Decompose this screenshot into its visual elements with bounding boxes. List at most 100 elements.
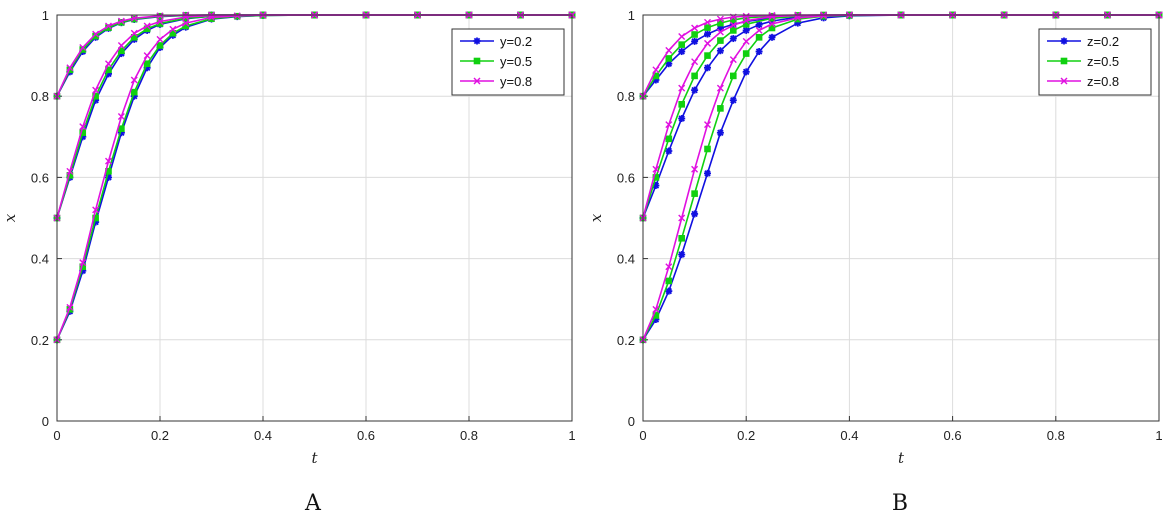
x-tick-label: 0.6: [944, 428, 962, 443]
data-point: [704, 145, 711, 153]
data-point: [716, 28, 724, 36]
data-point: [729, 21, 737, 29]
data-point: [742, 37, 750, 45]
y-tick-label: 0.8: [617, 89, 635, 104]
legend-label: z=0.5: [1087, 54, 1119, 69]
data-point: [704, 18, 711, 26]
x-tick-label: 0.2: [737, 428, 755, 443]
data-point: [730, 72, 737, 80]
data-point: [79, 259, 87, 267]
data-point: [755, 48, 763, 56]
data-point: [652, 305, 660, 313]
data-point: [665, 147, 673, 155]
data-point: [755, 26, 763, 34]
data-point: [768, 33, 776, 41]
data-point: [92, 30, 100, 38]
y-tick-label: 0.4: [617, 252, 635, 267]
data-point: [169, 29, 177, 37]
data-point: [665, 55, 673, 62]
data-point: [665, 121, 673, 129]
data-point: [717, 105, 724, 112]
data-point: [691, 86, 699, 94]
legend-marker: [473, 57, 481, 65]
legend-marker: [473, 77, 481, 85]
data-point: [143, 52, 151, 60]
legend-label: y=0.2: [500, 34, 532, 49]
data-point: [130, 88, 138, 96]
data-point: [665, 277, 673, 285]
data-point: [92, 86, 100, 94]
panel-label: B: [892, 491, 908, 516]
data-point: [130, 14, 138, 22]
data-point: [156, 12, 164, 20]
data-point: [678, 115, 686, 123]
data-point: [717, 19, 724, 27]
data-point: [130, 34, 138, 41]
data-point: [79, 129, 87, 137]
data-point: [66, 303, 74, 311]
data-point: [130, 29, 138, 37]
data-point: [678, 214, 686, 222]
data-point: [678, 33, 686, 41]
data-point: [717, 37, 724, 44]
data-point: [66, 167, 74, 175]
data-point: [652, 66, 660, 74]
data-point: [691, 31, 698, 38]
legend-label: z=0.2: [1087, 34, 1119, 49]
data-point: [704, 39, 711, 47]
data-point: [716, 15, 724, 23]
y-tick-label: 0.2: [617, 333, 635, 348]
chart-panel-B: 0 0.2 0.4 0.6 0.8 1 0 0.2 0.4 0.6 0.8 1 t x z=0.2 z=0.5…: [587, 8, 1163, 516]
data-point: [691, 37, 699, 45]
x-tick-label: 0.8: [1047, 428, 1065, 443]
data-point: [105, 157, 112, 165]
data-point: [704, 121, 711, 129]
data-point: [117, 113, 125, 120]
chart-panel-A: 0 0.2 0.4 0.6 0.8 1 0 0.2 0.4 0.6 0.8 1 t x y=0.2 y=0.5…: [1, 8, 576, 516]
data-point: [182, 19, 190, 27]
legend-label: y=0.5: [500, 54, 532, 69]
data-point: [755, 21, 763, 29]
data-point: [105, 22, 112, 30]
data-point: [704, 24, 711, 31]
y-tick-label: 0: [628, 414, 635, 429]
legend-box: [451, 28, 565, 96]
legend: y=0.2 y=0.5 y=0.8: [451, 28, 565, 96]
data-point: [704, 30, 711, 38]
data-point: [729, 96, 737, 104]
y-tick-label: 0.4: [31, 252, 49, 267]
data-point: [704, 169, 711, 177]
data-point: [716, 129, 724, 137]
data-point: [729, 35, 737, 43]
legend-marker: [1060, 57, 1068, 65]
data-point: [156, 42, 164, 49]
data-point: [691, 72, 698, 80]
legend-marker: [1060, 37, 1068, 45]
y-tick-label: 1: [42, 8, 49, 23]
legend-marker: [1060, 77, 1068, 85]
data-point: [704, 52, 711, 59]
y-tick-label: 1: [628, 8, 635, 23]
x-tick-label: 0: [639, 428, 646, 443]
data-point: [768, 20, 776, 28]
data-point: [169, 25, 177, 33]
data-point: [716, 47, 724, 55]
data-point: [704, 64, 711, 72]
y-tick-label: 0: [42, 414, 49, 429]
legend-label: z=0.8: [1087, 74, 1119, 89]
y-axis-label: x: [587, 213, 605, 222]
legend-box: [1038, 28, 1152, 96]
data-point: [143, 22, 151, 30]
data-point: [678, 235, 686, 242]
x-axis-label: t: [898, 449, 905, 467]
data-point: [66, 64, 74, 72]
data-point: [755, 34, 763, 41]
data-point: [678, 48, 686, 56]
data-point: [105, 60, 112, 68]
data-point: [691, 210, 699, 218]
x-tick-label: 0.8: [460, 428, 478, 443]
axes-frame: [642, 14, 1160, 422]
data-point: [79, 123, 87, 131]
data-point: [665, 46, 673, 54]
